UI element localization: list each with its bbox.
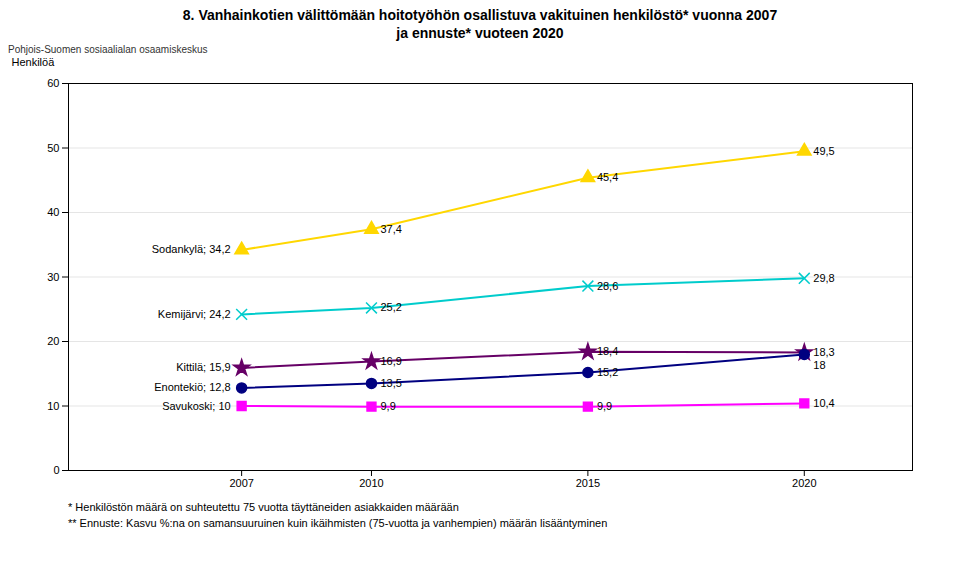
svg-text:2015: 2015 (576, 478, 600, 490)
svg-text:16,9: 16,9 (380, 355, 401, 367)
svg-text:13,5: 13,5 (380, 377, 401, 389)
svg-text:9,9: 9,9 (597, 401, 612, 413)
svg-text:18: 18 (813, 359, 825, 371)
svg-text:2010: 2010 (359, 478, 383, 490)
svg-text:25,2: 25,2 (380, 302, 401, 314)
html-text:8. Vanhainkotien välittömään h: 8. Vanhainkotien välittömään hoitotyöhön… (182, 7, 778, 42)
svg-text:9,9: 9,9 (380, 401, 395, 413)
svg-text:45,4: 45,4 (597, 172, 618, 184)
svg-text:Kittilä; 15,9: Kittilä; 15,9 (176, 362, 230, 374)
svg-text:Enontekiö; 12,8: Enontekiö; 12,8 (154, 382, 230, 394)
svg-text:Kemijärvi; 24,2: Kemijärvi; 24,2 (158, 308, 231, 320)
svg-text:20: 20 (47, 335, 59, 347)
svg-text:10: 10 (47, 400, 59, 412)
svg-text:18,4: 18,4 (597, 346, 618, 358)
svg-text:Savukoski; 10: Savukoski; 10 (162, 400, 230, 412)
svg-text:2007: 2007 (229, 478, 253, 490)
svg-text:40: 40 (47, 206, 59, 218)
svg-text:0: 0 (53, 464, 59, 476)
svg-text:18,3: 18,3 (813, 346, 834, 358)
svg-text:50: 50 (47, 142, 59, 154)
svg-text:30: 30 (47, 271, 59, 283)
svg-text:37,4: 37,4 (380, 223, 401, 235)
svg-text:29,8: 29,8 (813, 272, 834, 284)
svg-text:Sodankylä; 34,2: Sodankylä; 34,2 (152, 244, 231, 256)
svg-text:15,2: 15,2 (597, 366, 618, 378)
html-text:Pohjois-Suomen sosiaalialan os: Pohjois-Suomen sosiaalialan osaamiskesku… (8, 44, 208, 56)
svg-text:10,4: 10,4 (813, 397, 834, 409)
html-text:** Ennuste: Kasvu %:na on sama: ** Ennuste: Kasvu %:na on samansuuruinen… (68, 517, 608, 530)
svg-text:Henkilöä: Henkilöä (12, 57, 56, 69)
svg-text:28,6: 28,6 (597, 280, 618, 292)
svg-text:2020: 2020 (792, 478, 816, 490)
svg-text:60: 60 (47, 77, 59, 89)
svg-text:49,5: 49,5 (813, 145, 834, 157)
html-text:* Henkilöstön määrä on suhteut: * Henkilöstön määrä on suhteutettu 75 vu… (68, 501, 459, 514)
